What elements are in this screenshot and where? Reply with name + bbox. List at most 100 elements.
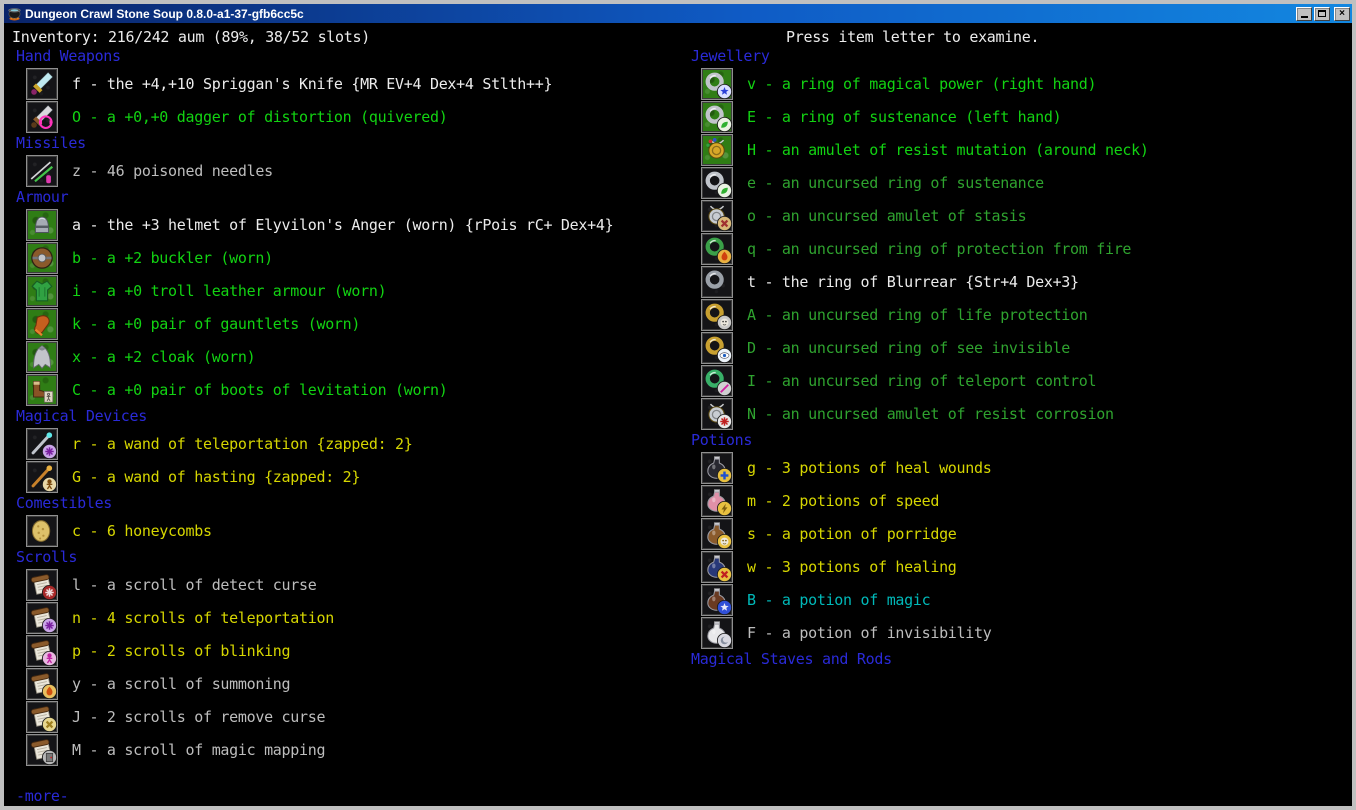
close-icon: × — [1339, 8, 1345, 19]
item-label: O - a +0,+0 dagger of distortion (quiver… — [72, 107, 448, 126]
item-label: n - 4 scrolls of teleportation — [72, 608, 334, 627]
inventory-item-D[interactable]: D - an uncursed ring of see invisible — [687, 331, 1352, 364]
item-label: t - the ring of Blurrear {Str+4 Dex+3} — [747, 272, 1079, 291]
item-label: r - a wand of teleportation {zapped: 2} — [72, 434, 413, 453]
section-header-hand-weapons: Hand Weapons — [16, 47, 121, 65]
inventory-item-s[interactable]: s - a potion of porridge — [687, 517, 1352, 550]
wand-hasting-icon — [26, 460, 58, 493]
ring-see-invisible-icon — [701, 331, 733, 364]
boots-icon — [26, 373, 58, 406]
inventory-item-I[interactable]: I - an uncursed ring of teleport control — [687, 364, 1352, 397]
scroll-blinking-icon — [26, 634, 58, 667]
ring-fire-icon — [701, 232, 733, 265]
needles-icon — [26, 154, 58, 187]
item-label: q - an uncursed ring of protection from … — [747, 239, 1132, 258]
honeycomb-icon — [26, 514, 58, 547]
title-bar: Dungeon Crawl Stone Soup 0.8.0-a1-37-gfb… — [4, 4, 1352, 23]
dagger-distortion-icon — [26, 100, 58, 133]
item-label: c - 6 honeycombs — [72, 521, 212, 540]
item-label: y - a scroll of summoning — [72, 674, 291, 693]
inventory-item-l[interactable]: l - a scroll of detect curse — [12, 568, 677, 601]
inventory-item-z[interactable]: z - 46 poisoned needles — [12, 154, 677, 187]
item-label: G - a wand of hasting {zapped: 2} — [72, 467, 361, 486]
potion-healing-icon — [701, 550, 733, 583]
inventory-item-A[interactable]: A - an uncursed ring of life protection — [687, 298, 1352, 331]
game-screen: Inventory: 216/242 aum (89%, 38/52 slots… — [4, 23, 1352, 806]
potion-magic-icon — [701, 583, 733, 616]
item-label: e - an uncursed ring of sustenance — [747, 173, 1044, 192]
item-label: N - an uncursed amulet of resist corrosi… — [747, 404, 1114, 423]
inventory-item-p[interactable]: p - 2 scrolls of blinking — [12, 634, 677, 667]
minimize-icon — [1300, 16, 1308, 18]
item-label: F - a potion of invisibility — [747, 623, 992, 642]
item-label: J - 2 scrolls of remove curse — [72, 707, 326, 726]
inventory-item-x[interactable]: x - a +2 cloak (worn) — [12, 340, 677, 373]
inventory-item-H[interactable]: H - an amulet of resist mutation (around… — [687, 133, 1352, 166]
item-label: a - the +3 helmet of Elyvilon's Anger (w… — [72, 215, 614, 234]
item-label: o - an uncursed amulet of stasis — [747, 206, 1027, 225]
potion-heal-wounds-icon — [701, 451, 733, 484]
inventory-item-g[interactable]: g - 3 potions of heal wounds — [687, 451, 1352, 484]
section-header-armour: Armour — [16, 188, 69, 206]
section-header-magical-devices: Magical Devices — [16, 407, 147, 425]
inventory-item-a[interactable]: a - the +3 helmet of Elyvilon's Anger (w… — [12, 208, 677, 241]
inventory-item-r[interactable]: r - a wand of teleportation {zapped: 2} — [12, 427, 677, 460]
ring-blurrear-icon — [701, 265, 733, 298]
scroll-remove-curse-icon — [26, 700, 58, 733]
section-header-jewellery: Jewellery — [691, 47, 770, 65]
item-label: s - a potion of porridge — [747, 524, 957, 543]
maximize-button[interactable] — [1314, 6, 1330, 21]
item-label: k - a +0 pair of gauntlets (worn) — [72, 314, 361, 333]
inventory-item-f[interactable]: f - the +4,+10 Spriggan's Knife {MR EV+4… — [12, 67, 677, 100]
potion-invisibility-icon — [701, 616, 733, 649]
minimize-button[interactable] — [1296, 6, 1312, 21]
inventory-item-G[interactable]: G - a wand of hasting {zapped: 2} — [12, 460, 677, 493]
item-label: v - a ring of magical power (right hand) — [747, 74, 1097, 93]
inventory-item-n[interactable]: n - 4 scrolls of teleportation — [12, 601, 677, 634]
inventory-item-t[interactable]: t - the ring of Blurrear {Str+4 Dex+3} — [687, 265, 1352, 298]
inventory-item-b[interactable]: b - a +2 buckler (worn) — [12, 241, 677, 274]
section-header-potions: Potions — [691, 431, 753, 449]
inventory-item-o[interactable]: o - an uncursed amulet of stasis — [687, 199, 1352, 232]
inventory-item-E[interactable]: E - a ring of sustenance (left hand) — [687, 100, 1352, 133]
section-header-magical-staves-and-rods: Magical Staves and Rods — [691, 650, 892, 668]
item-label: m - 2 potions of speed — [747, 491, 940, 510]
scroll-teleport-icon — [26, 601, 58, 634]
inventory-item-v[interactable]: v - a ring of magical power (right hand) — [687, 67, 1352, 100]
item-label: C - a +0 pair of boots of levitation (wo… — [72, 380, 448, 399]
inventory-item-B[interactable]: B - a potion of magic — [687, 583, 1352, 616]
scroll-summoning-icon — [26, 667, 58, 700]
ring-life-protection-icon — [701, 298, 733, 331]
inventory-item-J[interactable]: J - 2 scrolls of remove curse — [12, 700, 677, 733]
inventory-item-F[interactable]: F - a potion of invisibility — [687, 616, 1352, 649]
inventory-item-m[interactable]: m - 2 potions of speed — [687, 484, 1352, 517]
ring-sustenance-icon — [701, 100, 733, 133]
inventory-item-q[interactable]: q - an uncursed ring of protection from … — [687, 232, 1352, 265]
more-prompt[interactable]: -more- — [16, 787, 69, 805]
close-button[interactable]: × — [1334, 6, 1350, 21]
inventory-item-k[interactable]: k - a +0 pair of gauntlets (worn) — [12, 307, 677, 340]
inventory-item-y[interactable]: y - a scroll of summoning — [12, 667, 677, 700]
inventory-summary: Inventory: 216/242 aum (89%, 38/52 slots… — [12, 28, 370, 46]
inventory-item-e[interactable]: e - an uncursed ring of sustenance — [687, 166, 1352, 199]
section-header-scrolls: Scrolls — [16, 548, 78, 566]
inventory-item-N[interactable]: N - an uncursed amulet of resist corrosi… — [687, 397, 1352, 430]
ring-sustenance-icon — [701, 166, 733, 199]
troll-armour-icon — [26, 274, 58, 307]
maximize-icon — [1318, 10, 1326, 17]
inventory-item-w[interactable]: w - 3 potions of healing — [687, 550, 1352, 583]
item-label: A - an uncursed ring of life protection — [747, 305, 1088, 324]
inventory-item-O[interactable]: O - a +0,+0 dagger of distortion (quiver… — [12, 100, 677, 133]
wand-teleport-icon — [26, 427, 58, 460]
inventory-item-i[interactable]: i - a +0 troll leather armour (worn) — [12, 274, 677, 307]
buckler-icon — [26, 241, 58, 274]
item-label: M - a scroll of magic mapping — [72, 740, 326, 759]
inventory-item-M[interactable]: M - a scroll of magic mapping — [12, 733, 677, 766]
item-label: x - a +2 cloak (worn) — [72, 347, 256, 366]
potion-porridge-icon — [701, 517, 733, 550]
cloak-icon — [26, 340, 58, 373]
inventory-item-c[interactable]: c - 6 honeycombs — [12, 514, 677, 547]
amulet-resist-mutation-icon — [701, 133, 733, 166]
item-label: p - 2 scrolls of blinking — [72, 641, 291, 660]
inventory-item-C[interactable]: C - a +0 pair of boots of levitation (wo… — [12, 373, 677, 406]
